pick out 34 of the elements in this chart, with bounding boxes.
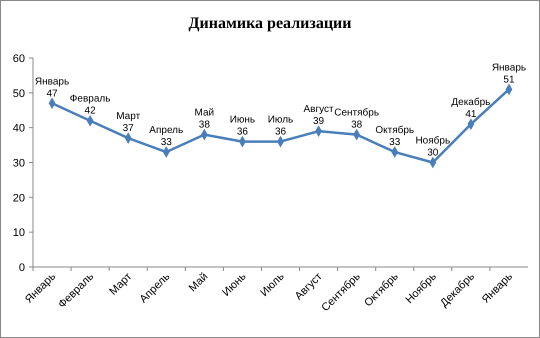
category-label: Май (194, 108, 214, 119)
category-label: Март (116, 111, 140, 122)
data-label: 51 (503, 74, 515, 86)
y-tick-label: 50 (12, 88, 25, 100)
data-label: 30 (427, 148, 439, 158)
category-label: Январь (34, 76, 70, 88)
y-tick-label: 0 (18, 262, 25, 274)
data-label: 33 (160, 137, 172, 148)
data-label: 33 (389, 137, 401, 148)
data-label: 39 (313, 116, 325, 128)
data-label: 42 (84, 106, 96, 117)
category-label: Август (304, 104, 334, 116)
category-label: Декабрь (451, 97, 490, 108)
y-tick-label: 60 (12, 53, 25, 65)
data-label: 36 (236, 126, 248, 138)
y-tick-label: 40 (12, 122, 25, 135)
y-tick-label: 20 (12, 192, 25, 204)
data-label: 38 (198, 120, 210, 131)
category-label: Февраль (70, 94, 110, 105)
data-label: 47 (46, 88, 58, 100)
data-label: 41 (465, 109, 477, 120)
category-label: Июль (268, 114, 294, 126)
data-label: 38 (351, 120, 363, 131)
category-label: Октябрь (375, 125, 414, 136)
data-label: 37 (122, 123, 134, 134)
data-label: 36 (274, 126, 286, 138)
category-label: Сентябрь (334, 108, 380, 119)
category-label: Июнь (230, 114, 256, 126)
category-label: Апрель (149, 125, 184, 136)
category-label: Январь (492, 62, 526, 74)
y-tick-label: 30 (12, 158, 25, 170)
category-label: Ноябрь (415, 136, 450, 146)
chart-title: Динамика реализации (188, 15, 352, 32)
y-tick-label: 10 (12, 227, 25, 240)
